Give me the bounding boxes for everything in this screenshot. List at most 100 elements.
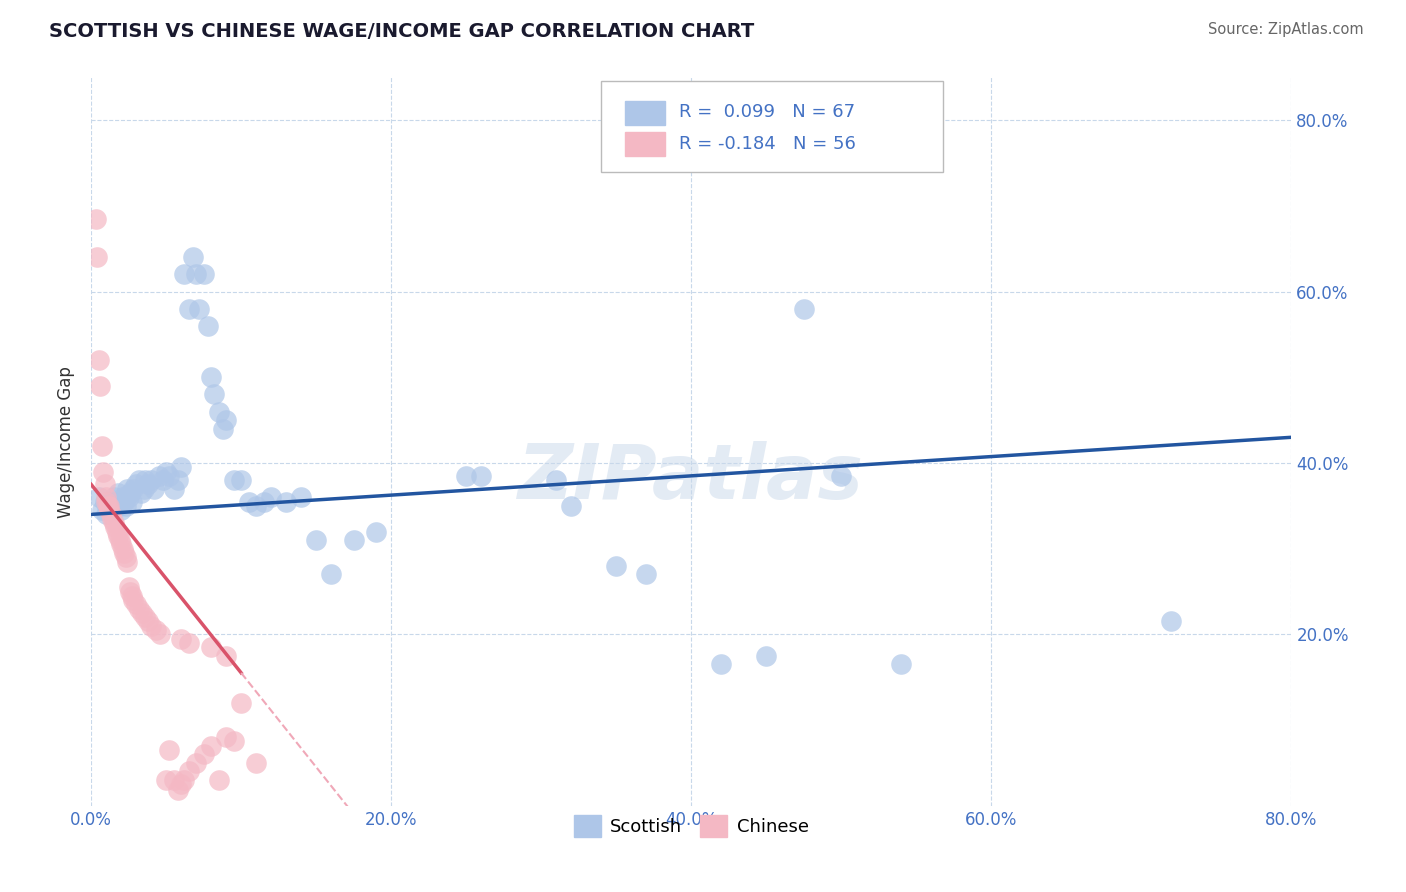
Point bbox=[108, 533, 131, 547]
Point bbox=[170, 460, 193, 475]
Point bbox=[128, 601, 150, 615]
Point bbox=[470, 468, 492, 483]
Point bbox=[202, 387, 225, 401]
Point bbox=[149, 627, 172, 641]
Point bbox=[90, 503, 112, 517]
Point bbox=[167, 783, 190, 797]
Point bbox=[200, 739, 222, 753]
FancyBboxPatch shape bbox=[602, 81, 943, 172]
Point bbox=[231, 473, 253, 487]
Point bbox=[134, 610, 156, 624]
Point bbox=[96, 494, 118, 508]
Point bbox=[108, 499, 131, 513]
Point bbox=[830, 468, 852, 483]
Point bbox=[290, 490, 312, 504]
Point bbox=[104, 499, 127, 513]
Point bbox=[245, 499, 267, 513]
Point bbox=[107, 529, 129, 543]
Point bbox=[91, 465, 114, 479]
Point bbox=[253, 494, 276, 508]
Point bbox=[186, 268, 208, 282]
Point bbox=[105, 524, 128, 539]
Point bbox=[114, 499, 136, 513]
Point bbox=[114, 550, 136, 565]
Point bbox=[546, 473, 568, 487]
Point bbox=[260, 490, 283, 504]
FancyBboxPatch shape bbox=[626, 132, 665, 156]
Text: R = -0.184   N = 56: R = -0.184 N = 56 bbox=[679, 135, 856, 153]
Point bbox=[238, 494, 260, 508]
Point bbox=[97, 499, 120, 513]
Point bbox=[222, 734, 245, 748]
Point bbox=[200, 640, 222, 655]
Point bbox=[177, 301, 200, 316]
Point bbox=[155, 465, 177, 479]
Point bbox=[115, 482, 138, 496]
Point bbox=[145, 623, 167, 637]
Text: ZIPatlas: ZIPatlas bbox=[519, 441, 865, 515]
Point bbox=[163, 772, 186, 787]
Point bbox=[755, 648, 778, 663]
Point bbox=[170, 777, 193, 791]
Point bbox=[134, 473, 156, 487]
Point bbox=[710, 657, 733, 672]
Point bbox=[186, 756, 208, 770]
Point bbox=[155, 772, 177, 787]
Point bbox=[173, 772, 195, 787]
Text: SCOTTISH VS CHINESE WAGE/INCOME GAP CORRELATION CHART: SCOTTISH VS CHINESE WAGE/INCOME GAP CORR… bbox=[49, 22, 755, 41]
Point bbox=[136, 477, 159, 491]
Point bbox=[110, 537, 132, 551]
Point bbox=[167, 473, 190, 487]
FancyBboxPatch shape bbox=[626, 101, 665, 125]
Point bbox=[96, 490, 118, 504]
Point bbox=[173, 268, 195, 282]
Point bbox=[1160, 615, 1182, 629]
Point bbox=[193, 747, 215, 762]
Point bbox=[177, 636, 200, 650]
Point bbox=[215, 730, 238, 744]
Point bbox=[90, 439, 112, 453]
Point bbox=[181, 251, 204, 265]
Point bbox=[125, 477, 148, 491]
Point bbox=[125, 598, 148, 612]
Point bbox=[321, 567, 343, 582]
Point bbox=[105, 494, 128, 508]
Y-axis label: Wage/Income Gap: Wage/Income Gap bbox=[58, 366, 75, 517]
Point bbox=[208, 404, 231, 418]
Point bbox=[93, 477, 115, 491]
Point bbox=[87, 353, 110, 368]
Point bbox=[560, 499, 582, 513]
Point bbox=[215, 648, 238, 663]
Point bbox=[200, 370, 222, 384]
Point bbox=[197, 318, 219, 333]
Point bbox=[100, 494, 122, 508]
Point bbox=[122, 482, 145, 496]
Point bbox=[366, 524, 388, 539]
Point bbox=[143, 482, 166, 496]
Point bbox=[129, 486, 152, 500]
Point bbox=[104, 520, 127, 534]
Point bbox=[112, 546, 135, 560]
Point bbox=[212, 422, 235, 436]
Point bbox=[98, 499, 121, 513]
Point bbox=[89, 379, 111, 393]
Point bbox=[93, 494, 115, 508]
Point bbox=[121, 589, 143, 603]
Text: Source: ZipAtlas.com: Source: ZipAtlas.com bbox=[1208, 22, 1364, 37]
Point bbox=[148, 468, 170, 483]
Point bbox=[120, 486, 142, 500]
Point bbox=[177, 764, 200, 779]
Point bbox=[132, 482, 155, 496]
Legend: Scottish, Chinese: Scottish, Chinese bbox=[567, 807, 815, 844]
Point bbox=[157, 468, 180, 483]
Point bbox=[111, 490, 134, 504]
Point bbox=[107, 486, 129, 500]
Point bbox=[276, 494, 298, 508]
Text: R =  0.099   N = 67: R = 0.099 N = 67 bbox=[679, 103, 855, 121]
Point bbox=[605, 558, 627, 573]
Point bbox=[305, 533, 328, 547]
Point bbox=[215, 413, 238, 427]
Point bbox=[103, 516, 125, 530]
Point bbox=[163, 482, 186, 496]
Point bbox=[188, 301, 211, 316]
